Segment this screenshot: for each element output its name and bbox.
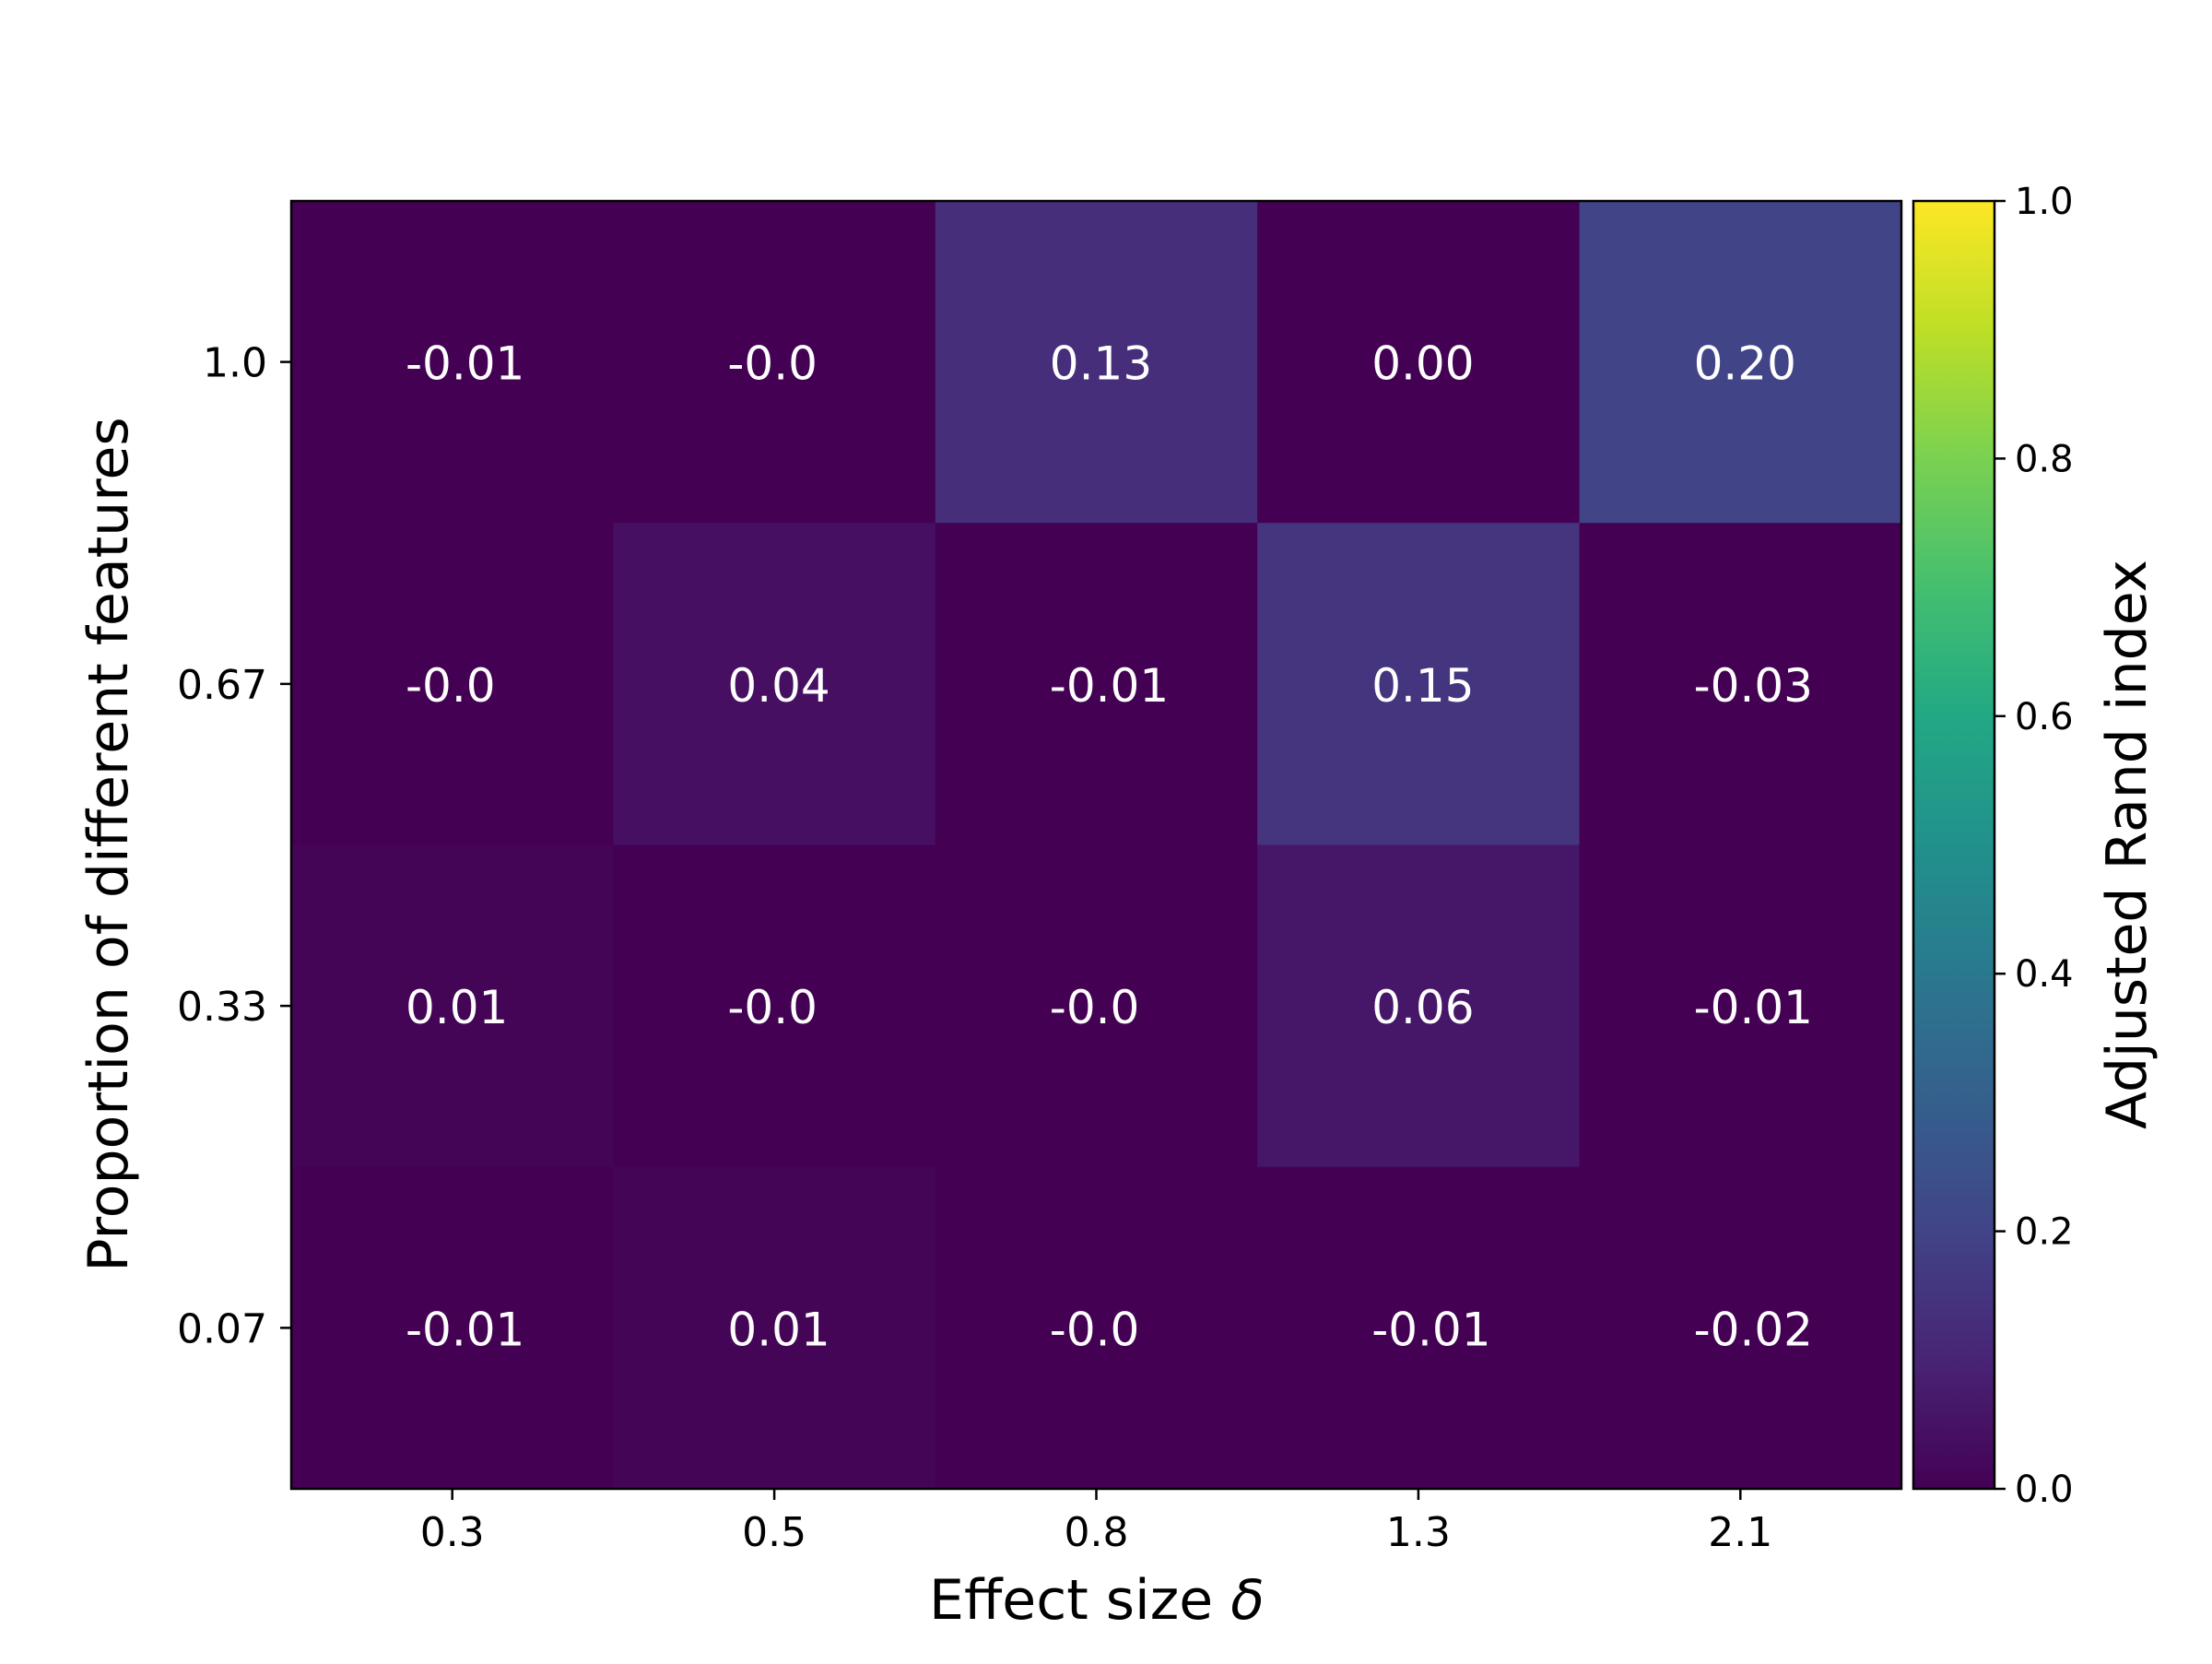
colorbar-tick-label: 0.6 bbox=[2015, 696, 2074, 738]
heatmap-cells bbox=[291, 201, 1902, 1490]
heatmap-cell bbox=[291, 523, 614, 846]
heatmap-cell bbox=[613, 523, 936, 846]
cell-value-label: -0.0 bbox=[406, 659, 496, 713]
heatmap-cell bbox=[1257, 844, 1581, 1168]
heatmap-cell bbox=[613, 844, 936, 1168]
heatmap-cell bbox=[291, 844, 614, 1168]
heatmap-cell bbox=[1257, 1166, 1581, 1490]
cell-value-label: -0.0 bbox=[1050, 981, 1140, 1034]
cell-value-label: -0.01 bbox=[1371, 1303, 1490, 1356]
colorbar-tick-label: 1.0 bbox=[2015, 181, 2074, 223]
colorbar-label: Adjusted Rand index bbox=[2095, 560, 2159, 1129]
x-tick-label: 0.8 bbox=[1065, 1509, 1129, 1556]
heatmap-cell bbox=[1257, 201, 1581, 524]
x-axis-label-text: Effect size bbox=[929, 1568, 1213, 1633]
x-axis-label-symbol: δ bbox=[1230, 1568, 1265, 1633]
colorbar-tick-label: 0.2 bbox=[2015, 1211, 2074, 1254]
heatmap-cell bbox=[613, 201, 936, 524]
colorbar-ticks: 0.0 0.2 0.4 0.6 0.8 1.0 bbox=[1994, 181, 2074, 1511]
x-axis-ticks: 0.3 0.5 0.8 1.3 2.1 bbox=[420, 1489, 1772, 1556]
colorbar-gradient bbox=[1912, 199, 1996, 1491]
cell-value-label: -0.0 bbox=[727, 337, 818, 391]
heatmap-cell bbox=[291, 1166, 614, 1490]
x-tick-label: 0.5 bbox=[742, 1509, 806, 1556]
heatmap-cell bbox=[935, 844, 1258, 1168]
heatmap-cell bbox=[1579, 201, 1902, 524]
cell-value-label: 0.01 bbox=[406, 981, 508, 1034]
cell-value-label: 0.01 bbox=[727, 1303, 830, 1356]
cell-value-labels: -0.01 -0.0 0.13 0.00 0.20 -0.0 0.04 -0.01 0.15 -0… bbox=[406, 337, 1813, 1357]
cell-value-label: 0.04 bbox=[727, 659, 830, 713]
cell-value-label: 0.20 bbox=[1694, 337, 1796, 391]
cell-value-label: -0.01 bbox=[406, 1303, 524, 1356]
heatmap-cell bbox=[291, 201, 614, 524]
cell-value-label: -0.01 bbox=[1050, 659, 1169, 713]
heatmap-cell bbox=[1579, 1166, 1902, 1490]
cell-value-label: -0.01 bbox=[1694, 981, 1813, 1034]
cell-value-label: 0.15 bbox=[1371, 659, 1474, 713]
heatmap-cell bbox=[935, 523, 1258, 846]
heatmap-cell bbox=[935, 1166, 1258, 1490]
cell-value-label: -0.02 bbox=[1694, 1303, 1813, 1356]
heatmap-cell bbox=[935, 201, 1258, 524]
cell-value-label: -0.0 bbox=[1050, 1303, 1140, 1356]
x-tick-label: 1.3 bbox=[1386, 1509, 1451, 1556]
y-tick-label: 0.33 bbox=[177, 984, 267, 1031]
cell-value-label: 0.06 bbox=[1371, 981, 1474, 1034]
heatmap-cell bbox=[1579, 523, 1902, 846]
heatmap-cell bbox=[1579, 844, 1902, 1168]
y-axis-label: Proportion of different features bbox=[76, 417, 141, 1271]
y-tick-label: 0.07 bbox=[177, 1305, 267, 1352]
cell-value-label: 0.00 bbox=[1371, 337, 1474, 391]
x-axis-label: Effect size δ bbox=[929, 1568, 1265, 1633]
cell-value-label: -0.01 bbox=[406, 337, 524, 391]
y-axis-ticks: 1.0 0.67 0.33 0.07 bbox=[177, 340, 291, 1352]
heatmap-cell bbox=[1257, 523, 1581, 846]
cell-value-label: -0.0 bbox=[727, 981, 818, 1034]
x-tick-label: 0.3 bbox=[420, 1509, 485, 1556]
colorbar-tick-label: 0.8 bbox=[2015, 438, 2074, 480]
colorbar-tick-label: 0.4 bbox=[2015, 953, 2074, 996]
colorbar-tick-label: 0.0 bbox=[2015, 1469, 2074, 1511]
x-tick-label: 2.1 bbox=[1708, 1509, 1772, 1556]
cell-value-label: 0.13 bbox=[1050, 337, 1152, 391]
heatmap-cell bbox=[613, 1166, 936, 1490]
y-tick-label: 0.67 bbox=[177, 662, 267, 709]
y-tick-label: 1.0 bbox=[203, 340, 267, 387]
cell-value-label: -0.03 bbox=[1694, 659, 1813, 713]
